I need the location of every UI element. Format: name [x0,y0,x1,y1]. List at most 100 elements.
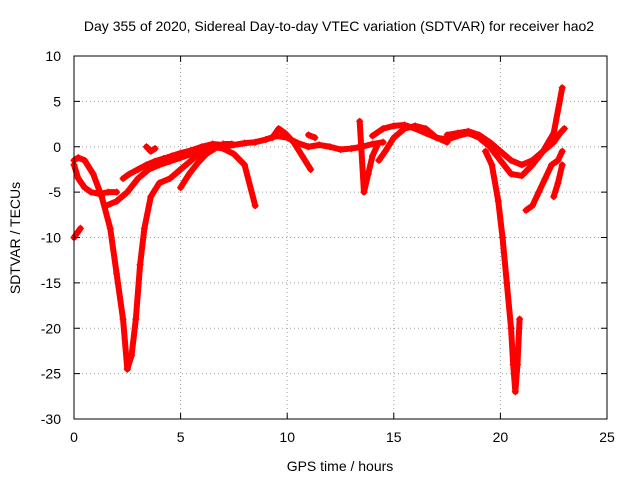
data-point [373,143,381,151]
data-point [379,125,387,133]
data-point [73,229,81,237]
y-tick-label: 0 [53,139,61,155]
series-trace [269,125,314,173]
data-point [356,117,364,125]
data-point [364,170,372,178]
data-point [198,143,206,151]
data-point [548,161,556,169]
data-point [499,234,507,241]
data-point [136,261,144,269]
data-point [375,156,383,164]
y-tick-label: -15 [41,275,61,291]
series-arc-l [356,117,381,196]
data-point [368,140,376,148]
data-point [142,161,150,169]
data-point [496,156,504,164]
data-point [298,152,306,160]
data-point [230,150,238,158]
series-trace [482,148,523,395]
data-point [177,165,185,173]
data-point [119,315,127,323]
data-point [488,161,496,169]
data-point [275,125,283,133]
y-tick-label: 10 [45,48,61,64]
data-point [147,193,155,201]
y-tick-label: -5 [49,184,62,200]
data-point [554,156,562,164]
data-point [400,121,408,129]
data-point [347,145,355,153]
data-point [507,156,515,164]
data-point [464,127,472,135]
data-point [81,184,89,192]
data-point [475,131,483,139]
data-point [432,134,440,142]
series-arc-g [142,143,159,155]
x-tick-label: 25 [599,429,615,445]
series-arc-k [305,131,319,142]
series-arc-o [443,125,568,169]
data-point [123,365,131,373]
data-point [262,135,270,143]
y-tick-label: -10 [41,230,61,246]
data-point [187,156,195,164]
data-point [494,197,502,205]
data-point [507,324,515,332]
data-point [535,188,543,196]
data-point [337,145,344,153]
data-point [142,143,150,151]
data-point [166,175,174,183]
data-point [251,202,259,210]
data-point [550,138,558,146]
chart-title: Day 355 of 2020, Sidereal Day-to-day VTE… [84,18,594,34]
data-point [541,175,549,183]
series-arc-j [268,125,315,173]
data-point [89,170,97,178]
x-tick-label: 20 [493,429,509,445]
data-point [251,138,259,146]
data-point [558,84,566,92]
series-trace [124,148,205,373]
data-point [268,134,276,142]
data-point [554,179,562,187]
series-arc-e [102,143,259,210]
data-point [140,224,148,232]
data-point [326,143,334,151]
data-point [516,315,524,323]
data-point [305,131,313,139]
data-point [390,134,398,142]
data-point [177,184,185,192]
series-arc-q [522,147,566,214]
x-tick-label: 10 [279,429,295,445]
marks-layer [70,84,568,396]
data-point [539,147,547,155]
data-point [513,361,521,369]
data-point [151,157,159,165]
data-point [496,147,504,155]
x-axis-label: GPS time / hours [287,458,394,474]
data-point [379,138,387,146]
data-point [177,149,185,157]
data-point [74,175,82,183]
grid-layer [74,56,607,419]
y-tick-label: -20 [41,320,61,336]
data-point [528,156,536,164]
data-point [368,132,376,140]
data-point [209,140,217,148]
data-point [550,193,558,201]
data-point [119,175,127,183]
data-point [560,125,568,133]
series-arc-r [550,161,566,201]
data-point [556,129,564,137]
data-point [486,138,494,146]
series-arc-a [70,154,131,373]
data-point [454,129,462,137]
data-point [132,315,140,323]
data-point [81,156,89,164]
data-point [307,165,315,173]
data-point [360,188,368,196]
x-tick-label: 0 [70,429,78,445]
data-point [443,131,451,139]
data-point [368,152,376,160]
